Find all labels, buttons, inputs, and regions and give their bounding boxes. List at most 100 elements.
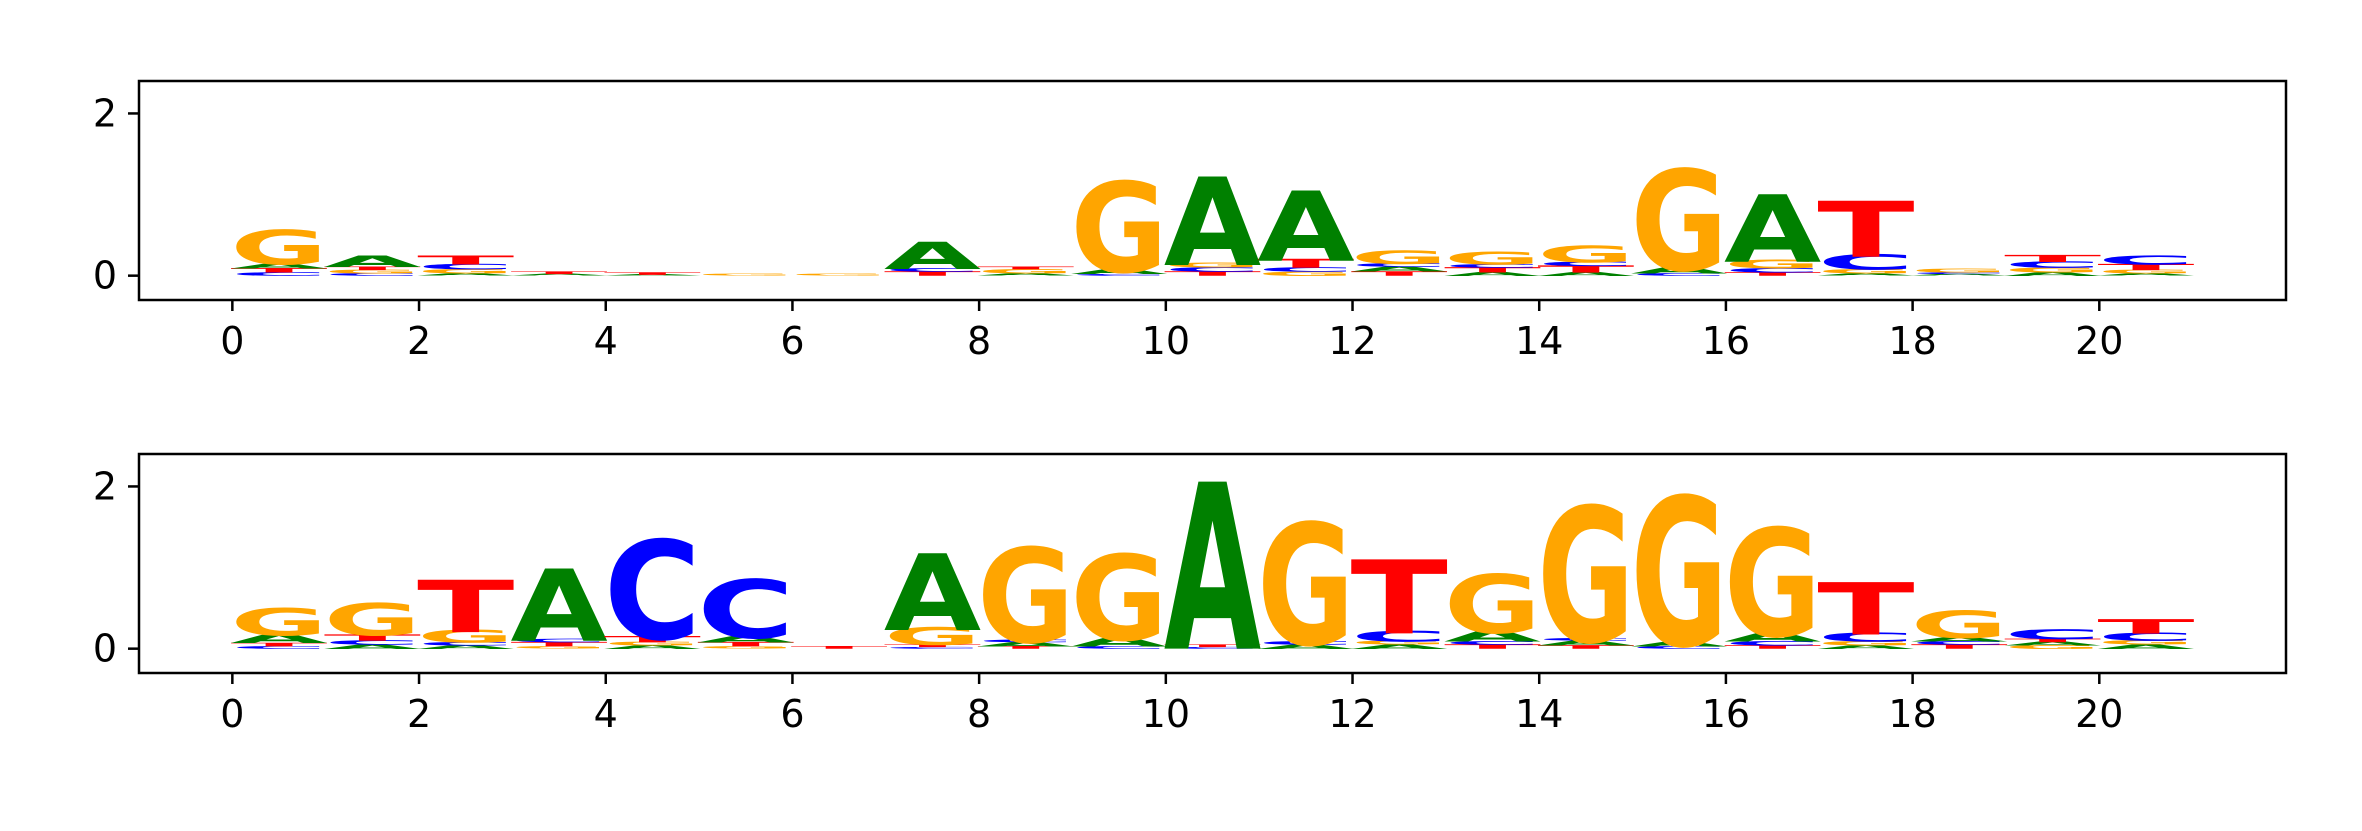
logo-letter-A: A bbox=[2097, 643, 2194, 650]
logo-letter-G: G bbox=[1911, 604, 2008, 647]
x-tick-label: 18 bbox=[1888, 319, 1936, 363]
logo-letter-C: C bbox=[977, 639, 1074, 643]
logo-panel-2: CTAGACTGACGTGTCAAGTCGTACTCTGATACGCAGCTAA… bbox=[93, 437, 2288, 736]
logo-letter-G: G bbox=[1537, 241, 1634, 268]
y-tick-label: 0 bbox=[93, 254, 117, 298]
logo-letter-G: G bbox=[604, 641, 701, 647]
logo-letter-G: G bbox=[1444, 248, 1541, 268]
logo-letter-C: C bbox=[2004, 627, 2101, 643]
x-tick-label: 8 bbox=[967, 319, 991, 363]
logo-letter-A: A bbox=[1631, 639, 1728, 648]
x-tick-label: 12 bbox=[1328, 692, 1376, 736]
logo-letter-A: A bbox=[2004, 641, 2102, 647]
x-tick-label: 0 bbox=[220, 692, 244, 736]
logo-letter-G: G bbox=[324, 595, 421, 647]
x-tick-label: 20 bbox=[2075, 319, 2123, 363]
logo-letter-T: T bbox=[790, 645, 888, 649]
logo-letter-G: G bbox=[2097, 269, 2194, 275]
logo-letter-G: G bbox=[1817, 268, 1914, 275]
logo-letter-T: T bbox=[1351, 270, 1448, 277]
logo-letter-A: A bbox=[977, 272, 1075, 276]
logo-letter-C: C bbox=[1071, 645, 1168, 649]
logo-letter-C: C bbox=[417, 262, 514, 271]
logo-letter-C: C bbox=[2097, 631, 2194, 644]
x-tick-label: 14 bbox=[1515, 319, 1563, 363]
x-tick-label: 18 bbox=[1888, 692, 1936, 736]
logo-letter-A: A bbox=[1071, 635, 1168, 649]
x-tick-label: 16 bbox=[1702, 319, 1750, 363]
logo-letter-C: C bbox=[1911, 640, 2008, 646]
logo-letter-C: C bbox=[1817, 250, 1914, 274]
logo-letter-T: T bbox=[2097, 615, 2194, 638]
logo-letter-T: T bbox=[1724, 644, 1822, 650]
x-tick-label: 0 bbox=[220, 319, 244, 363]
logo-letter-G: G bbox=[1631, 457, 1728, 694]
logo-letter-A: A bbox=[324, 643, 421, 650]
logo-letter-C: C bbox=[1444, 640, 1541, 646]
logo-letter-A: A bbox=[1164, 437, 1261, 704]
logo-letter-A: A bbox=[697, 634, 794, 644]
y-tick-label: 2 bbox=[93, 91, 117, 135]
logo-letter-A: A bbox=[1351, 643, 1448, 650]
logo-letter-G: G bbox=[417, 268, 514, 275]
logo-letter-G: G bbox=[884, 622, 981, 651]
logo-letter-G: G bbox=[2004, 644, 2101, 650]
logo-letter-G: G bbox=[1631, 142, 1728, 303]
logo-letter-A: A bbox=[2097, 272, 2195, 276]
logo-letter-G: G bbox=[697, 273, 794, 276]
logo-letter-C: C bbox=[2097, 253, 2194, 267]
logo-letter-A: A bbox=[884, 533, 982, 656]
logo-letter-C: C bbox=[1724, 640, 1821, 647]
logo-letter-C: C bbox=[884, 267, 981, 273]
x-tick-label: 10 bbox=[1142, 319, 1190, 363]
logo-letter-C: C bbox=[1911, 272, 2008, 275]
logo-letter-G: G bbox=[230, 601, 327, 644]
x-tick-label: 12 bbox=[1328, 319, 1376, 363]
logo-letter-A: A bbox=[1351, 265, 1448, 274]
logo-letter-C: C bbox=[1537, 260, 1634, 267]
logo-letter-C: C bbox=[230, 271, 327, 277]
logo-letter-A: A bbox=[1817, 272, 1915, 276]
logo-letter-C: C bbox=[324, 272, 421, 276]
logo-letter-A: A bbox=[1631, 265, 1728, 275]
logo-letter-A: A bbox=[1444, 628, 1541, 645]
logo-letter-C: C bbox=[1537, 637, 1634, 641]
x-tick-label: 2 bbox=[407, 319, 431, 363]
logo-letter-G: G bbox=[510, 645, 607, 649]
logo-letter-T: T bbox=[604, 634, 701, 644]
logo-letter-T: T bbox=[324, 633, 421, 643]
logo-letter-A: A bbox=[1257, 643, 1354, 650]
logo-letter-A: A bbox=[1537, 271, 1635, 277]
axes-frame bbox=[137, 79, 2288, 302]
logo-letter-C: C bbox=[510, 638, 607, 644]
logo-letter-G: G bbox=[1164, 261, 1261, 270]
logo-letter-C: C bbox=[884, 646, 981, 649]
logo-letter-T: T bbox=[510, 641, 607, 648]
logo-letter-T: T bbox=[1537, 644, 1635, 650]
logo-letter-T: T bbox=[1444, 266, 1541, 275]
logo-letter-C: C bbox=[417, 641, 514, 647]
logo-letter-T: T bbox=[697, 641, 794, 648]
logo-panel-1: CTAGCGTAAGCTATATGGTCAAGTCAGTCGAGCTATACGA… bbox=[93, 79, 2288, 363]
x-tick-label: 10 bbox=[1142, 692, 1190, 736]
logo-letter-A: A bbox=[324, 252, 421, 271]
logo-letter-C: C bbox=[1351, 628, 1448, 645]
logo-letter-T: T bbox=[1164, 270, 1261, 277]
x-tick-label: 6 bbox=[780, 692, 804, 736]
logo-letter-G: G bbox=[417, 626, 514, 646]
logo-letter-A: A bbox=[417, 644, 515, 650]
logo-letter-G: G bbox=[1724, 498, 1821, 672]
logo-letter-G: G bbox=[977, 268, 1074, 275]
logo-letter-A: A bbox=[230, 632, 327, 646]
logo-letter-A: A bbox=[1444, 271, 1542, 277]
logo-letter-C: C bbox=[1817, 630, 1914, 644]
x-tick-label: 2 bbox=[407, 692, 431, 736]
logo-letter-G: G bbox=[1351, 247, 1448, 269]
logo-letter-T: T bbox=[1537, 263, 1634, 275]
logo-letters: CTAGCGTAAGCTATATGGTCAAGTCAGTCGAGCTATACGA… bbox=[230, 142, 2195, 303]
logo-letter-A: A bbox=[977, 641, 1074, 648]
logo-letter-G: G bbox=[1071, 157, 1168, 301]
logo-letter-A: A bbox=[417, 272, 515, 276]
x-tick-label: 20 bbox=[2075, 692, 2123, 736]
